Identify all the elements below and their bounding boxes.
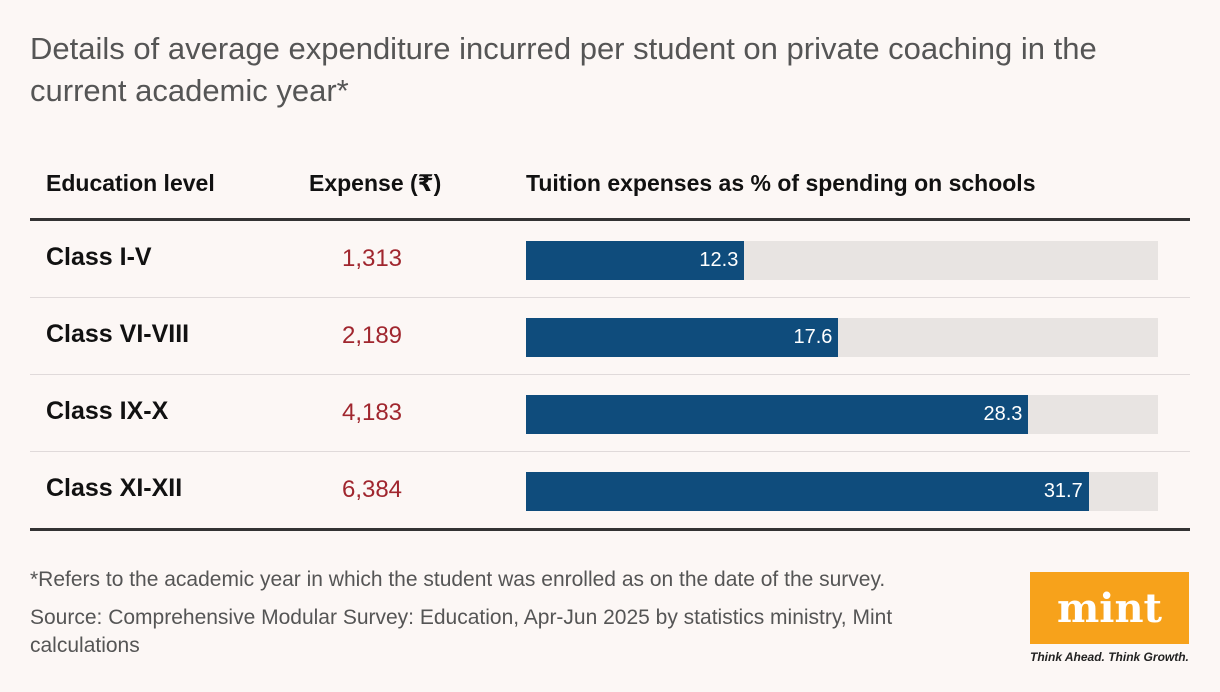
bar-track: 12.3: [526, 241, 1158, 280]
bar-value-label: 31.7: [1043, 480, 1083, 502]
table-row: Class IX-X 4,183 28.3: [30, 375, 1190, 452]
logo-text: mint: [1056, 584, 1163, 632]
table-row: Class XI-XII 6,384 31.7: [30, 452, 1190, 531]
bar-track: 31.7: [526, 472, 1158, 511]
footnote: *Refers to the academic year in which th…: [30, 568, 886, 591]
bar-track: 28.3: [526, 395, 1158, 434]
logo-tagline: Think Ahead. Think Growth.: [1030, 650, 1189, 664]
bar: 31.7: [526, 472, 1089, 511]
bar: 12.3: [526, 241, 745, 280]
source-note: Source: Comprehensive Modular Survey: Ed…: [30, 606, 893, 657]
education-level-label: Class IX-X: [46, 397, 169, 425]
bar-value-label: 12.3: [699, 249, 739, 271]
mint-logo: mint: [1030, 572, 1189, 644]
bar-value-label: 28.3: [983, 403, 1023, 425]
table-body: Class I-V 1,313 12.3 Class VI-VIII 2,189 17.6…: [30, 221, 1190, 531]
column-header-expense: Expense (₹): [309, 170, 442, 196]
column-header-pct: Tuition expenses as % of spending on sch…: [526, 170, 1036, 196]
column-header-level: Education level: [46, 170, 215, 196]
data-table: Education level Expense (₹) Tuition expe…: [30, 150, 1190, 531]
education-level-label: Class XI-XII: [46, 474, 183, 502]
expense-value: 6,384: [341, 476, 403, 503]
bar-value-label: 17.6: [793, 326, 833, 348]
education-level-label: Class VI-VIII: [46, 320, 190, 348]
table-row: Class I-V 1,313 12.3: [30, 221, 1190, 298]
table-header: Education level Expense (₹) Tuition expe…: [30, 150, 1190, 221]
education-level-label: Class I-V: [46, 243, 152, 271]
table-row: Class VI-VIII 2,189 17.6: [30, 298, 1190, 375]
expense-value: 4,183: [341, 399, 403, 426]
bar: 28.3: [526, 395, 1029, 434]
expense-value: 2,189: [341, 322, 403, 349]
chart-title: Details of average expenditure incurred …: [30, 31, 1097, 108]
bar: 17.6: [526, 318, 839, 357]
expense-value: 1,313: [341, 245, 403, 272]
bar-track: 17.6: [526, 318, 1158, 357]
